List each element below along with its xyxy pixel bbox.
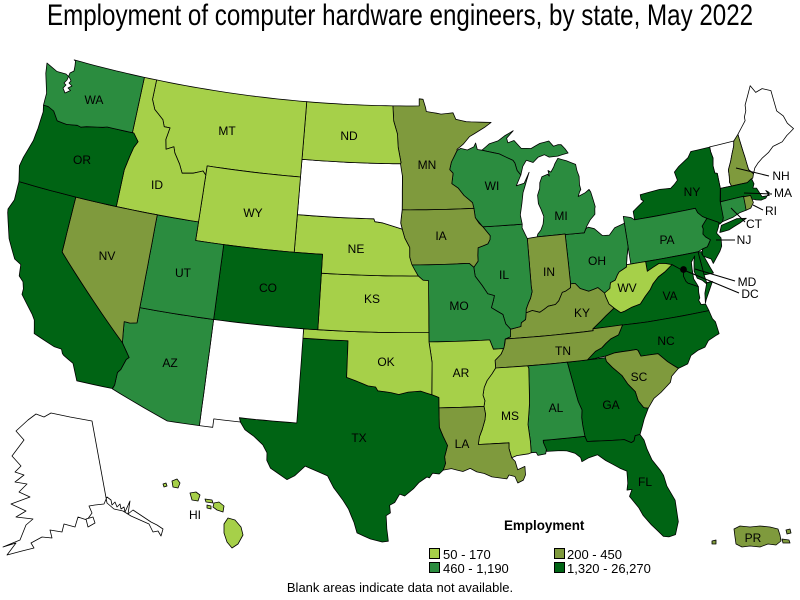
- svg-text:OH: OH: [588, 254, 606, 268]
- svg-text:OK: OK: [377, 355, 394, 369]
- svg-text:WA: WA: [85, 93, 104, 107]
- svg-text:IN: IN: [543, 265, 555, 279]
- svg-text:WY: WY: [243, 206, 262, 220]
- svg-text:CO: CO: [259, 281, 277, 295]
- svg-text:IL: IL: [499, 268, 509, 282]
- svg-text:NV: NV: [99, 249, 116, 263]
- svg-text:RI: RI: [765, 204, 777, 218]
- svg-text:AL: AL: [549, 401, 564, 415]
- svg-text:PA: PA: [659, 233, 674, 247]
- svg-text:LA: LA: [455, 437, 470, 451]
- svg-text:MN: MN: [418, 158, 437, 172]
- svg-text:AR: AR: [453, 366, 470, 380]
- svg-text:DC: DC: [741, 287, 759, 301]
- svg-text:HI: HI: [189, 508, 201, 522]
- svg-text:MS: MS: [501, 409, 519, 423]
- svg-text:KS: KS: [364, 292, 380, 306]
- svg-text:FL: FL: [638, 475, 652, 489]
- svg-text:ID: ID: [151, 178, 163, 192]
- svg-text:KY: KY: [574, 306, 590, 320]
- svg-text:AZ: AZ: [162, 356, 177, 370]
- svg-text:MA: MA: [774, 186, 792, 200]
- svg-text:MT: MT: [218, 124, 236, 138]
- svg-text:NJ: NJ: [737, 233, 752, 247]
- svg-text:IA: IA: [435, 229, 446, 243]
- svg-text:PR: PR: [745, 531, 762, 545]
- svg-text:NH: NH: [772, 169, 789, 183]
- svg-text:NY: NY: [684, 185, 701, 199]
- svg-text:MD: MD: [738, 275, 757, 289]
- svg-text:MI: MI: [554, 209, 567, 223]
- svg-text:GA: GA: [602, 398, 619, 412]
- svg-text:MO: MO: [449, 299, 468, 313]
- svg-text:TX: TX: [351, 431, 366, 445]
- svg-text:SC: SC: [631, 370, 648, 384]
- svg-text:ND: ND: [340, 129, 358, 143]
- svg-text:NE: NE: [348, 242, 365, 256]
- svg-text:UT: UT: [175, 266, 192, 280]
- svg-text:CT: CT: [746, 217, 763, 231]
- svg-text:WI: WI: [485, 179, 500, 193]
- svg-text:NC: NC: [657, 334, 675, 348]
- svg-text:TN: TN: [555, 344, 571, 358]
- svg-text:VA: VA: [662, 289, 677, 303]
- svg-text:WV: WV: [617, 281, 636, 295]
- svg-text:OR: OR: [73, 153, 91, 167]
